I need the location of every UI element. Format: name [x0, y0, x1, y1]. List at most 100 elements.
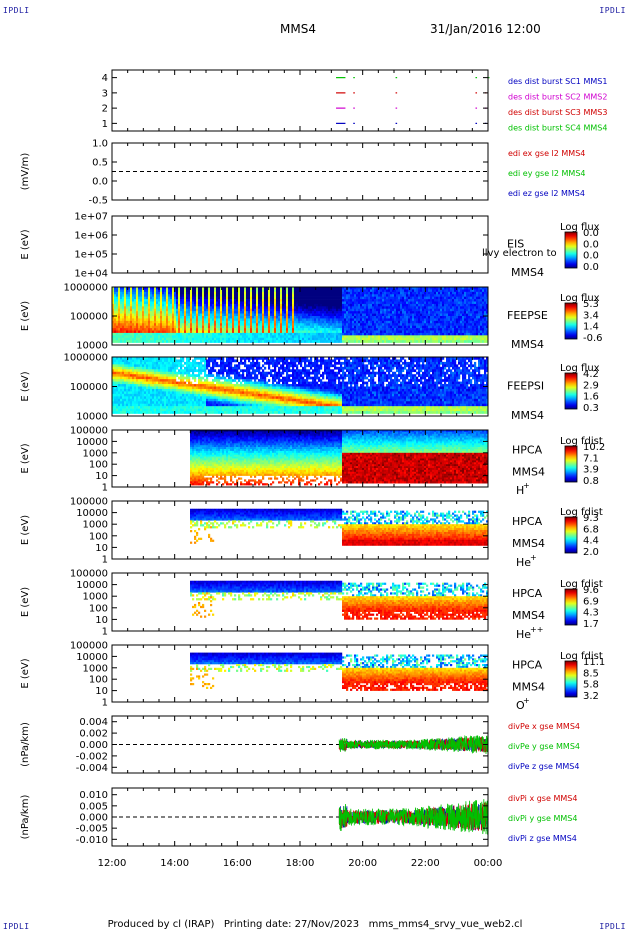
colorbar-tick-label: 4.4 [583, 536, 599, 547]
legend-entry: des dist burst SC4 MMS4 [508, 124, 607, 133]
y-axis-label: E (eV) [20, 587, 31, 617]
colorbar-tick-label: 3.9 [583, 465, 599, 476]
y-tick-label: 10000 [76, 437, 108, 448]
y-tick-label: 0.000 [79, 813, 108, 824]
y-tick-label: 1000000 [63, 283, 108, 294]
panel-hpca_he2-data [190, 581, 488, 620]
y-axis-label: E (eV) [20, 371, 31, 401]
spacecraft-label: MMS4 [511, 338, 544, 351]
colorbar [565, 661, 577, 697]
colorbar-tick-label: 9.3 [583, 513, 599, 524]
y-tick-label: 1 [102, 627, 108, 638]
y-tick-label: 1 [102, 698, 108, 709]
panel-frame-eis [112, 216, 488, 273]
y-tick-label: 100000 [70, 312, 108, 323]
y-axis-label: E (eV) [20, 301, 31, 331]
species-label: He [516, 628, 531, 641]
legend-entry: divPe x gse MMS4 [508, 722, 580, 731]
time-tick-label: 20:00 [348, 858, 377, 869]
y-tick-label: 10 [95, 543, 108, 554]
species-charge: + [530, 553, 537, 562]
colorbar-tick-label: 1.7 [583, 619, 599, 630]
colorbar-tick-label: 6.9 [583, 596, 599, 607]
y-tick-label: 1e+05 [74, 250, 108, 261]
time-tick-label: 22:00 [411, 858, 440, 869]
y-tick-label: 1e+07 [74, 212, 108, 223]
footer-credit: Produced by cl (IRAP) Printing date: 27/… [0, 919, 630, 930]
y-tick-label: 100000 [70, 382, 108, 393]
colorbar [565, 517, 577, 553]
time-tick-label: 00:00 [474, 858, 503, 869]
colorbar-tick-label: 10.2 [583, 442, 605, 453]
y-tick-label: 1000 [83, 592, 108, 603]
y-axis-label: E (eV) [20, 515, 31, 545]
colorbar [565, 446, 577, 482]
y-tick-label: 100 [89, 675, 108, 686]
instrument-label: FEEPSI [507, 380, 544, 393]
y-tick-label: 100000 [70, 641, 108, 652]
y-tick-label: 1000 [83, 448, 108, 459]
colorbar-tick-label: 2.9 [583, 380, 599, 391]
colorbar-tick-label: 2.0 [583, 547, 599, 558]
legend-entry: divPi x gse MMS4 [508, 794, 577, 803]
y-tick-label: 10000 [76, 508, 108, 519]
colorbar [565, 589, 577, 625]
y-tick-label: 1e+06 [74, 231, 108, 242]
y-tick-label: 1000 [83, 520, 108, 531]
colorbar-tick-label: 0.0 [583, 228, 599, 239]
spacecraft-title: MMS4 [280, 22, 316, 36]
panel-hpca_o-data [190, 653, 488, 691]
y-tick-label: 1 [102, 119, 108, 130]
y-tick-label: 0.0 [92, 177, 108, 188]
y-tick-label: -0.004 [76, 763, 108, 774]
colorbar-tick-label: 7.1 [583, 453, 599, 464]
panel-feepse-data [112, 287, 488, 343]
species-charge: + [523, 481, 530, 490]
y-tick-label: 10 [95, 471, 108, 482]
y-tick-label: 0.005 [79, 801, 108, 812]
y-tick-label: -0.010 [76, 835, 108, 846]
legend-entry: edi ey gse l2 MMS4 [508, 169, 586, 178]
panel-frame-burst [112, 70, 488, 131]
colorbar-tick-label: -0.6 [583, 333, 603, 344]
y-tick-label: 0.5 [92, 158, 108, 169]
y-tick-label: 3 [102, 88, 108, 99]
y-axis-label: E (eV) [20, 443, 31, 473]
y-tick-label: 10 [95, 615, 108, 626]
spacecraft-label: MMS4 [512, 537, 545, 550]
time-tick-label: 12:00 [98, 858, 127, 869]
y-tick-label: -0.005 [76, 824, 108, 835]
time-tick-label: 18:00 [286, 858, 315, 869]
y-tick-label: 10 [95, 686, 108, 697]
species-charge: ++ [530, 625, 543, 634]
y-tick-label: 1e+04 [74, 269, 108, 280]
spacecraft-label: MMS4 [512, 466, 545, 479]
colorbar-tick-label: 4.3 [583, 608, 599, 619]
panel-hpca_h-data [190, 430, 488, 485]
panel-hpca_he-data [190, 509, 488, 546]
y-tick-label: 1.0 [92, 139, 108, 150]
series-line [339, 735, 488, 755]
y-tick-label: 100000 [70, 569, 108, 580]
time-tick-label: 16:00 [223, 858, 252, 869]
y-tick-label: 0.000 [79, 740, 108, 751]
spacecraft-label: MMS4 [512, 681, 545, 694]
y-axis-label: (mV/m) [20, 153, 31, 191]
y-tick-label: 100000 [70, 497, 108, 508]
y-tick-label: 10000 [76, 580, 108, 591]
panel-feepsi-data [112, 357, 488, 414]
legend-entry: divPe y gse MMS4 [508, 742, 580, 751]
corner-label-top-left: IPDLI [3, 6, 30, 15]
y-tick-label: 100 [89, 460, 108, 471]
y-tick-label: 100 [89, 531, 108, 542]
y-tick-label: 10000 [76, 341, 108, 352]
corner-label-top-right: IPDLI [599, 6, 626, 15]
colorbar-tick-label: 5.3 [583, 299, 599, 310]
spacecraft-label: MMS4 [511, 409, 544, 422]
legend-entry: des dist burst SC1 MMS1 [508, 77, 607, 86]
species-label: He [516, 556, 531, 569]
y-tick-label: 100000 [70, 426, 108, 437]
colorbar [565, 373, 577, 409]
legend-entry: edi ex gse l2 MMS4 [508, 149, 585, 158]
